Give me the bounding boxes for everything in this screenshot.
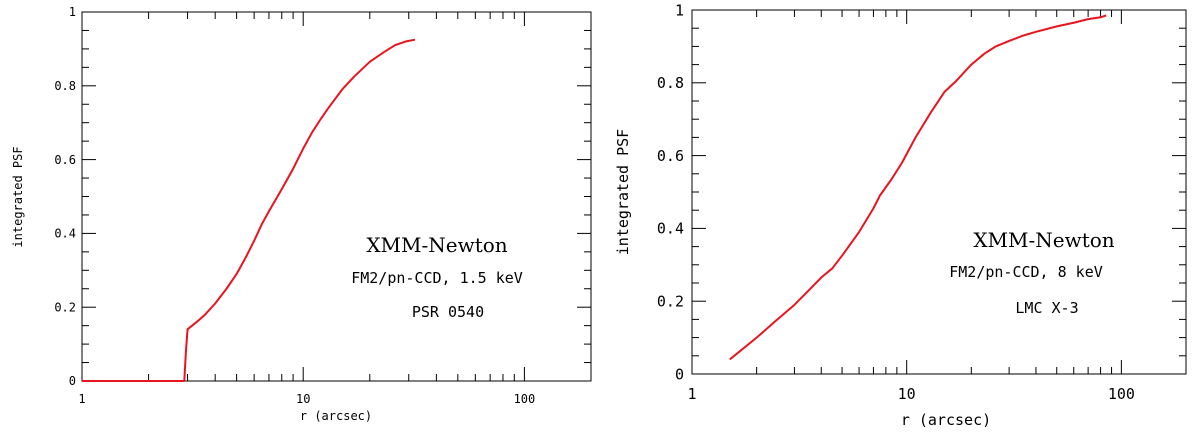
left-y-axis-label: integrated PSF [11, 146, 25, 247]
right-x-tick-label: 100 [1108, 385, 1135, 403]
right-y-tick-label: 0.8 [657, 74, 684, 92]
left-y-tick-label: 0.8 [54, 79, 76, 93]
left-annotation-title: XMM-Newton [366, 233, 507, 257]
left-y-tick-label: 0 [69, 374, 76, 388]
left-psf-curve [82, 38, 416, 382]
left-plot-panel: 1 10 100 0 0.2 0.4 0.6 0.8 1 r (arcsec) integra… [11, 5, 592, 423]
left-x-axis-label: r (arcsec) [300, 409, 372, 423]
left-y-tick-label: 0.2 [54, 300, 76, 314]
right-plot-ticks [691, 9, 1187, 375]
right-x-tick-label: 10 [898, 385, 916, 403]
right-annotation-instrument: FM2/pn-CCD, 8 keV [949, 263, 1103, 281]
right-x-tick-labels: 1 10 100 [687, 385, 1134, 403]
right-y-tick-label: 0.2 [657, 292, 684, 310]
right-y-tick-label: 1 [675, 1, 684, 19]
right-x-tick-label: 1 [687, 385, 696, 403]
left-x-tick-labels: 1 10 100 [78, 392, 535, 406]
left-annotation-instrument: FM2/pn-CCD, 1.5 keV [351, 269, 523, 287]
right-y-axis-label: integrated PSF [614, 129, 632, 255]
left-y-tick-label: 1 [69, 5, 76, 19]
right-y-tick-label: 0.6 [657, 147, 684, 165]
left-y-tick-label: 0.6 [54, 153, 76, 167]
right-y-tick-label: 0.4 [657, 220, 684, 238]
left-y-tick-label: 0.4 [54, 227, 76, 241]
left-x-tick-label: 100 [514, 392, 536, 406]
left-plot-ticks [81, 11, 592, 382]
left-annotation-source: PSR 0540 [412, 303, 484, 321]
left-plot-frame [81, 11, 592, 382]
right-plot-frame [691, 9, 1187, 375]
left-y-tick-labels: 0 0.2 0.4 0.6 0.8 1 [54, 5, 76, 388]
right-psf-curve [729, 14, 1107, 361]
right-plot-panel: 1 10 100 0 0.2 0.4 0.6 0.8 1 r (arcsec) integra… [614, 1, 1187, 429]
left-x-tick-label: 1 [78, 392, 85, 406]
right-annotation-source: LMC X-3 [1015, 299, 1078, 317]
right-x-axis-label: r (arcsec) [901, 411, 991, 429]
right-y-tick-labels: 0 0.2 0.4 0.6 0.8 1 [657, 1, 684, 383]
right-y-tick-label: 0 [675, 365, 684, 383]
left-x-tick-label: 10 [296, 392, 310, 406]
right-annotation-title: XMM-Newton [973, 228, 1114, 252]
